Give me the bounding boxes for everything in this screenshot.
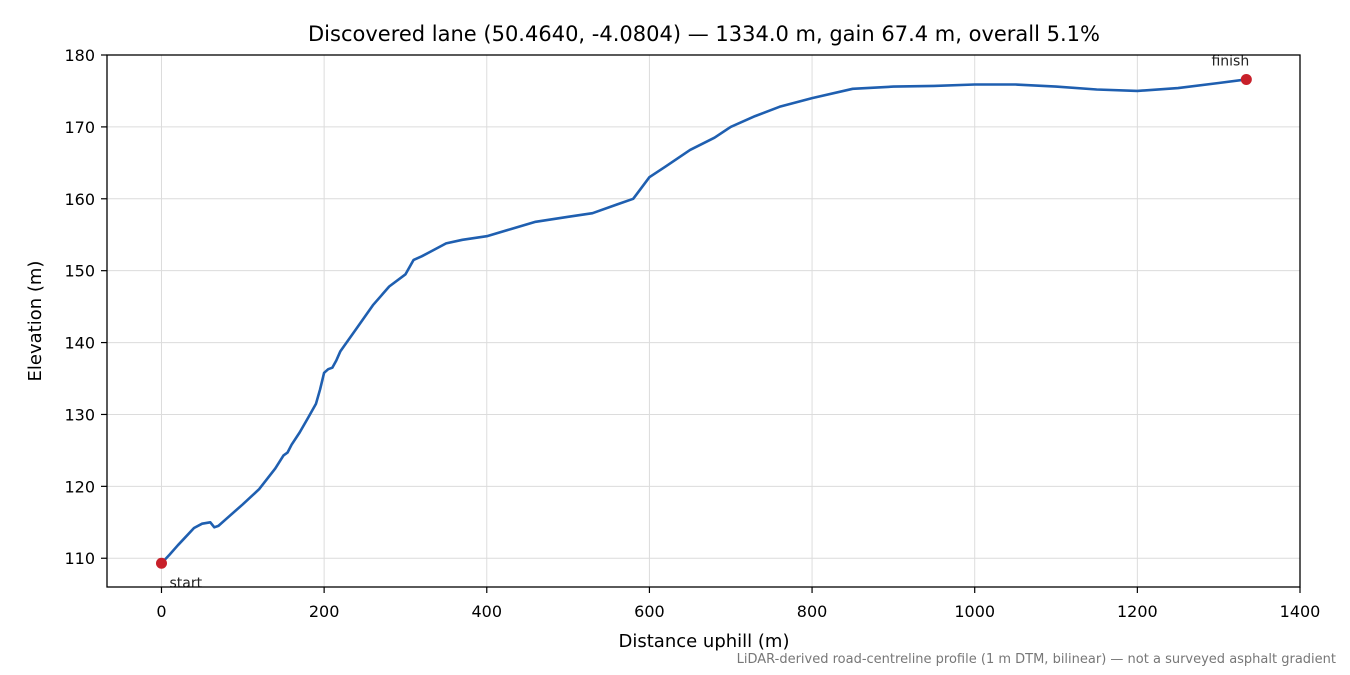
y-axis-label: Elevation (m) <box>25 261 46 382</box>
finish-annotation: finish <box>1211 53 1249 69</box>
y-tick-label: 120 <box>64 477 95 496</box>
x-tick-label: 200 <box>309 602 340 621</box>
chart-title: Discovered lane (50.4640, -4.0804) — 133… <box>308 22 1100 46</box>
y-tick-label: 150 <box>64 262 95 281</box>
y-tick-label: 140 <box>64 334 95 353</box>
y-tick-label: 160 <box>64 190 95 209</box>
y-axis-ticks: 110 120 130 140 150 160 170 180 <box>64 46 107 568</box>
start-annotation: start <box>169 575 202 591</box>
x-tick-label: 0 <box>156 602 166 621</box>
y-tick-label: 180 <box>64 46 95 65</box>
x-axis-label: Distance uphill (m) <box>619 631 790 652</box>
elevation-series-line <box>160 78 1247 565</box>
grid <box>107 54 1301 587</box>
start-marker <box>155 557 167 569</box>
plot-frame <box>106 54 1301 588</box>
y-tick-label: 170 <box>64 118 95 137</box>
y-tick-label: 130 <box>64 405 95 424</box>
y-tick-label: 110 <box>64 549 95 568</box>
source-note: LiDAR-derived road-centreline profile (1… <box>736 652 1336 667</box>
x-tick-label: 1200 <box>1117 602 1158 621</box>
x-tick-label: 800 <box>797 602 828 621</box>
x-tick-label: 600 <box>634 602 665 621</box>
x-tick-label: 1400 <box>1280 602 1321 621</box>
x-tick-label: 400 <box>472 602 503 621</box>
finish-marker <box>1240 73 1252 85</box>
x-axis-ticks: 0 200 400 600 800 1000 1200 1400 <box>156 587 1320 621</box>
x-tick-label: 1000 <box>954 602 995 621</box>
